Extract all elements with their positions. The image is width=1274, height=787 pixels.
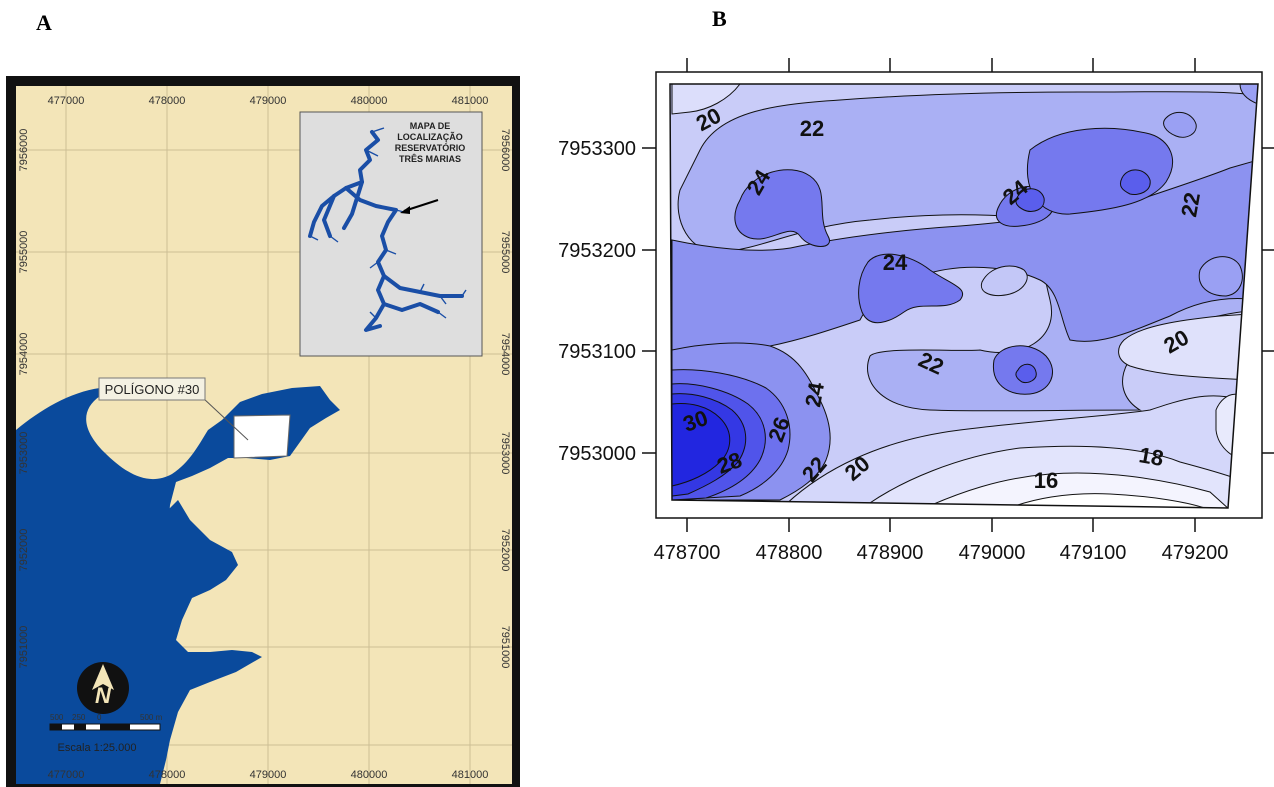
location-map: POLÍGONO #30 MAPA DE LOCALIZAÇÃO RESERVA… <box>6 76 520 787</box>
tick-a-left-y-4: 7953000 <box>18 432 30 475</box>
contour-fill-layers <box>670 84 1258 508</box>
tick-b-x-3: 478900 <box>857 542 924 564</box>
contour-label-16: 16 <box>1034 468 1058 493</box>
panel-a-letter: A <box>36 10 52 35</box>
axis-ticks <box>642 58 1274 532</box>
north-label: N <box>95 683 112 708</box>
polygon-30-area[interactable] <box>233 414 291 459</box>
tick-a-left-y-3: 7954000 <box>18 333 30 376</box>
polygon-leader-line <box>202 397 249 441</box>
survey-boundary <box>669 83 1259 509</box>
tick-a-left-y-2: 7955000 <box>18 231 30 274</box>
inset-title-line-2: LOCALIZAÇÃO <box>397 132 463 142</box>
inset-arrow-head <box>400 206 410 214</box>
contour-label-15: 18 <box>1137 442 1165 471</box>
tick-a-bottom-x-2: 478000 <box>149 769 186 781</box>
tick-a-bottom-x-1: 477000 <box>48 769 85 781</box>
tick-a-right-y-5: 7952000 <box>499 529 511 572</box>
tick-a-right-y-3: 7954000 <box>499 333 511 376</box>
tick-b-x-4: 479000 <box>959 542 1026 564</box>
tick-a-top-x-4: 480000 <box>351 95 388 107</box>
tick-b-y-1: 7953300 <box>558 138 636 160</box>
tick-a-top-x-1: 477000 <box>48 95 85 107</box>
tick-b-x-2: 478800 <box>756 542 823 564</box>
contour-label-11: 24 <box>800 380 829 409</box>
inset-title-line-1: MAPA DE <box>410 121 451 131</box>
scale-tick-3: 0 <box>97 713 102 722</box>
tick-b-x-1: 478700 <box>654 542 721 564</box>
scale-bar: 500 250 0 500 m Escala 1:25.000 <box>49 713 163 754</box>
tick-b-y-2: 7953200 <box>558 240 636 262</box>
tick-b-x-6: 479200 <box>1162 542 1229 564</box>
scale-label: Escala 1:25.000 <box>58 742 137 754</box>
polygon-label: POLÍGONO #30 <box>105 382 200 397</box>
tick-a-bottom-x-3: 479000 <box>250 769 287 781</box>
panel-b-letter: B <box>712 6 727 31</box>
contour-label-4: 24 <box>883 250 908 275</box>
inset-title-line-4: TRÊS MARIAS <box>399 153 461 164</box>
tick-a-left-y-5: 7952000 <box>18 529 30 572</box>
tick-a-bottom-x-4: 480000 <box>351 769 388 781</box>
tick-a-top-x-3: 479000 <box>250 95 287 107</box>
contour-label-6: 22 <box>1176 190 1205 218</box>
tick-a-left-y-6: 7951000 <box>18 626 30 669</box>
scale-tick-4: 500 m <box>140 713 163 722</box>
tick-a-left-y-1: 7956000 <box>18 129 30 172</box>
north-arrow-icon: N <box>77 662 129 714</box>
contour-label-2: 22 <box>800 116 824 141</box>
tick-a-top-x-5: 481000 <box>452 95 489 107</box>
tick-a-right-y-1: 7956000 <box>499 129 511 172</box>
tick-a-right-y-6: 7951000 <box>499 626 511 669</box>
tick-a-right-y-2: 7955000 <box>499 231 511 274</box>
scale-tick-2: 250 <box>72 713 86 722</box>
tick-b-y-3: 7953100 <box>558 341 636 363</box>
tick-a-bottom-x-5: 481000 <box>452 769 489 781</box>
tick-b-y-4: 7953000 <box>558 443 636 465</box>
tick-a-top-x-2: 478000 <box>149 95 186 107</box>
inset-title-line-3: RESERVATÓRIO <box>395 142 466 153</box>
tick-a-right-y-4: 7953000 <box>499 432 511 475</box>
scale-tick-1: 500 <box>50 713 64 722</box>
tick-b-x-5: 479100 <box>1060 542 1127 564</box>
polygon-label-box <box>98 377 206 401</box>
